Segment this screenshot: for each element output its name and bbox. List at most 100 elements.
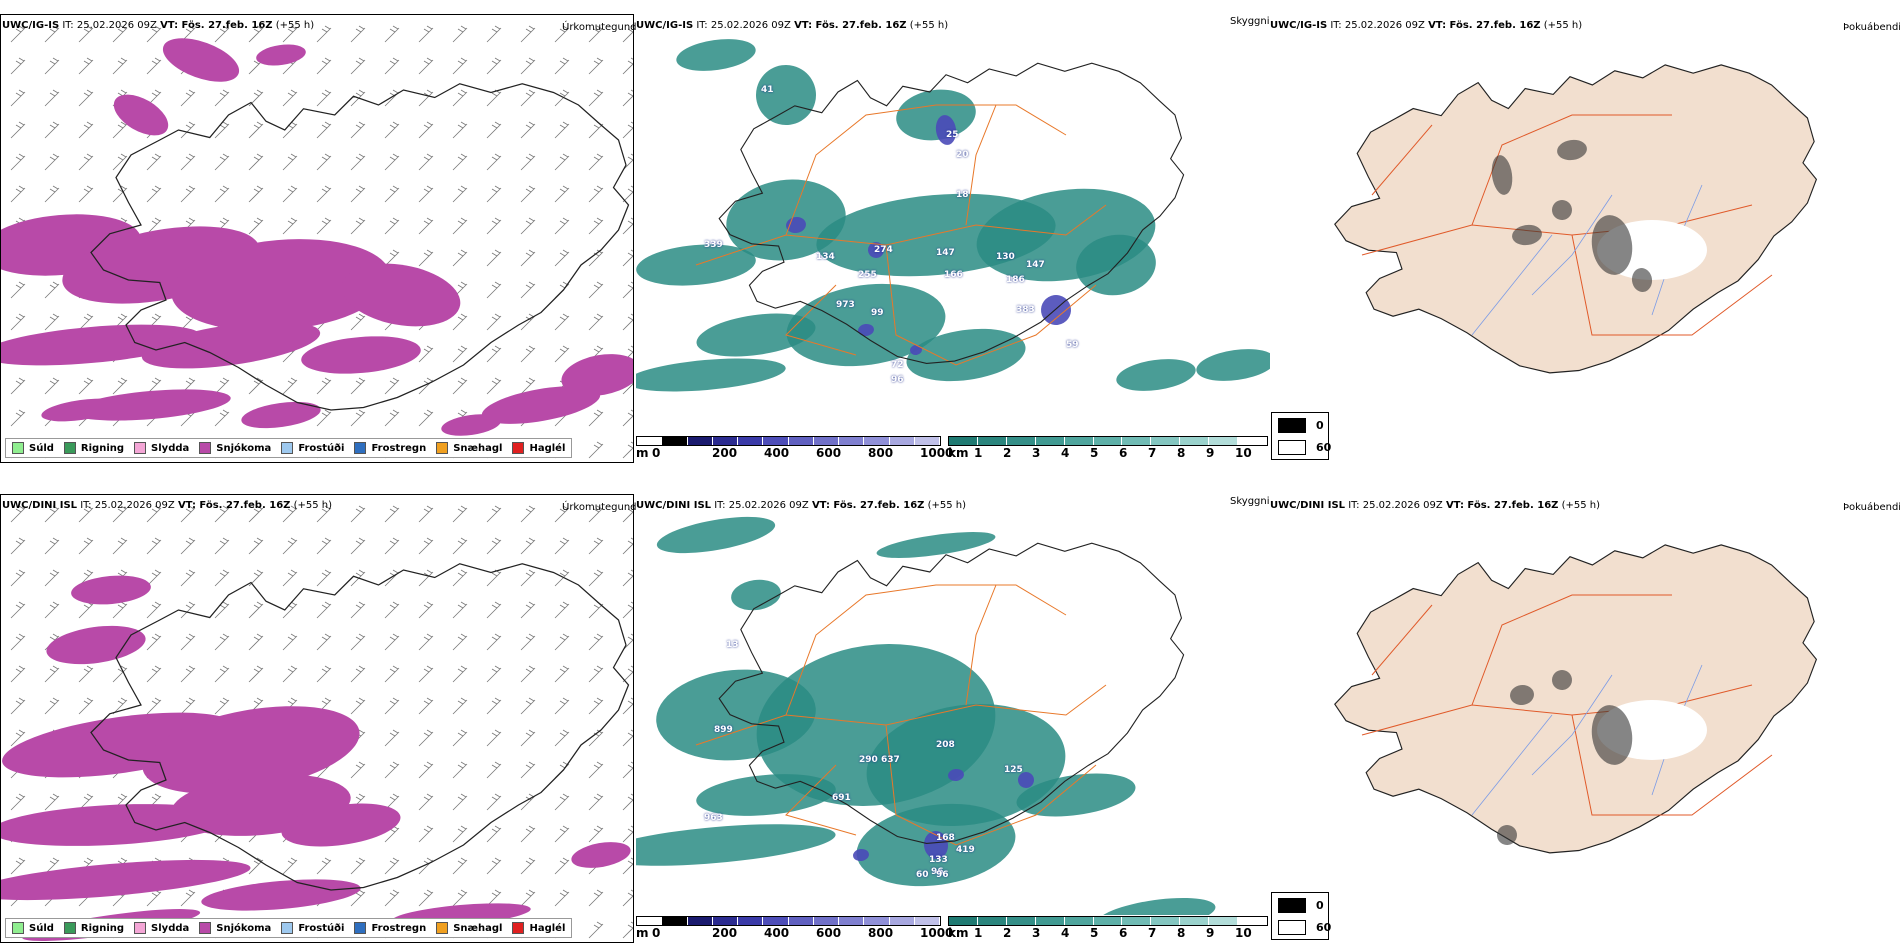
wind-barb — [554, 857, 570, 875]
field-blob — [1, 804, 231, 846]
wind-barb — [384, 89, 400, 107]
wind-barb — [554, 249, 570, 267]
wind-barb — [384, 25, 400, 43]
colorbar-segment — [788, 437, 814, 445]
colorbar-segment — [1093, 917, 1123, 925]
legend-swatch — [199, 922, 212, 934]
model-name: UWC/IG-IS — [1270, 20, 1328, 31]
colorbar-segment — [949, 437, 978, 445]
wind-barb — [418, 153, 434, 171]
wind-barb — [588, 761, 604, 779]
wind-barb — [588, 633, 604, 651]
legend-item: Slydda — [134, 442, 189, 454]
ceiling-value-label: 25 — [946, 130, 959, 140]
wind-barb — [384, 537, 400, 555]
wind-barb — [622, 121, 633, 139]
wind-barb — [418, 633, 434, 651]
wind-barb — [248, 153, 264, 171]
wind-barb — [486, 345, 502, 363]
wind-barb — [452, 89, 468, 107]
legend-swatch — [134, 922, 147, 934]
ceiling-value-label: 41 — [761, 85, 774, 95]
legend-item: Rigning — [63, 442, 124, 454]
colorbar-tick: 800 — [868, 926, 894, 940]
wind-barb — [588, 153, 604, 171]
visibility-ceiling-panel: 1389929063720812596369116841913396609698… — [636, 515, 1270, 915]
valid-time: VT: Fös. 27.feb. 16Z — [1428, 20, 1541, 31]
wind-barb — [146, 505, 162, 523]
wind-barb — [588, 313, 604, 331]
legend-swatch — [512, 442, 525, 454]
colorbar-segment — [813, 917, 839, 925]
wind-barb — [214, 697, 230, 715]
fog-index-legend: 0 60 — [1271, 892, 1331, 940]
wind-barb — [418, 697, 434, 715]
field-blob — [1591, 215, 1633, 275]
wind-barb — [554, 505, 570, 523]
wind-barb — [44, 665, 60, 683]
colorbar-segment — [914, 437, 940, 445]
lead-time: (+55 h) — [909, 20, 949, 31]
colorbar-segment — [637, 437, 663, 445]
wind-barb — [486, 537, 502, 555]
field-blob — [301, 336, 421, 374]
colorbar-tick: 1000 — [920, 926, 954, 940]
legend-swatch — [63, 922, 76, 934]
legend-label: Snjókoma — [216, 442, 272, 454]
wind-barb — [112, 57, 128, 75]
wind-barb — [520, 153, 536, 171]
wind-barb — [622, 569, 633, 587]
colorbar-tick: 200 — [712, 926, 738, 940]
wind-barb — [588, 825, 604, 843]
colorbar-segment — [1209, 917, 1239, 925]
wind-barb — [384, 729, 400, 747]
wind-barb — [622, 697, 633, 715]
visibility-colorbar: km 1 2 3 4 5 6 7 8 9 10 — [948, 916, 1268, 940]
field-blob — [142, 706, 360, 794]
wind-barb — [554, 89, 570, 107]
wind-barb — [350, 537, 366, 555]
colorbar-tick: 600 — [816, 926, 842, 940]
field-blob — [561, 354, 633, 396]
panel-label: Skyggni — [1230, 16, 1270, 27]
wind-barb — [44, 89, 60, 107]
colorbar-segment — [864, 437, 890, 445]
legend-label: Frostúði — [298, 442, 345, 454]
fog-index-legend: 0 60 — [1271, 412, 1331, 460]
colorbar-tick: 200 — [712, 446, 738, 460]
legend-item: 0 — [1278, 418, 1324, 433]
wind-barb — [350, 761, 366, 779]
ceiling-value-label: 255 — [858, 270, 877, 280]
legend-item: Snæhagl — [436, 442, 502, 454]
wind-barb — [452, 377, 468, 395]
wind-barb — [350, 569, 366, 587]
lead-time: (+55 h) — [1543, 20, 1583, 31]
wind-barb — [452, 825, 468, 843]
wind-barb — [214, 633, 230, 651]
wind-barb — [520, 505, 536, 523]
field-blob — [256, 44, 306, 66]
wind-barb — [384, 569, 400, 587]
field-blob — [756, 65, 816, 125]
wind-barb — [10, 281, 26, 299]
wind-barb — [554, 633, 570, 651]
wind-barb — [622, 409, 633, 427]
wind-barb — [622, 889, 633, 907]
ceiling-value-label: 899 — [714, 725, 733, 735]
wind-barb — [452, 57, 468, 75]
wind-barb — [418, 729, 434, 747]
wind-barb — [44, 793, 60, 811]
wind-barb — [622, 89, 633, 107]
ceiling-value-label: 18 — [956, 190, 969, 200]
init-time: IT: 25.02.2026 09Z — [714, 500, 809, 511]
wind-barb — [248, 185, 264, 203]
wind-barb — [146, 633, 162, 651]
wind-barb — [248, 25, 264, 43]
wind-barb — [520, 281, 536, 299]
legend-swatch — [354, 442, 367, 454]
wind-barb — [554, 665, 570, 683]
wind-barb — [316, 217, 332, 235]
wind-barb — [44, 505, 60, 523]
panel-title: UWC/DINI ISL IT: 25.02.2026 09Z VT: Fös.… — [636, 500, 966, 511]
field-blob — [656, 516, 776, 554]
